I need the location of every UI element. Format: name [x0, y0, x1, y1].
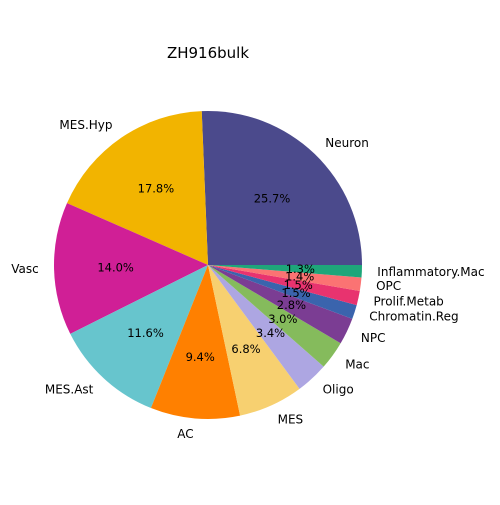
slice-percent-chromatin-reg: 1.5%: [281, 286, 310, 300]
pie-slices: [53, 111, 362, 419]
pie-slice-neuron: [201, 111, 362, 266]
slice-percent-mes-ast: 11.6%: [127, 326, 164, 340]
slice-percent-mac: 3.0%: [268, 312, 297, 326]
slice-label-mac: Mac: [345, 357, 369, 371]
pie-slice-inflammatory-mac: [208, 265, 362, 278]
slice-label-prolif-metab: Prolif.Metab: [374, 294, 444, 308]
slice-label-npc: NPC: [361, 331, 386, 345]
pie-slice-opc: [208, 265, 362, 291]
pie-outer-labels: Neuron MES.Hyp Vasc MES.Ast AC MES Oligo Mac NPC…: [11, 118, 484, 441]
pie-slice-oligo: [208, 265, 324, 389]
slice-label-vasc: Vasc: [11, 262, 38, 276]
pie-slice-prolif-metab: [208, 265, 360, 306]
slice-label-chromatin-reg: Chromatin.Reg: [369, 310, 458, 324]
pie-slice-ac: [150, 265, 241, 419]
pie-slice-mes-hyp: [67, 111, 208, 265]
slice-percent-prolif-metab: 1.5%: [284, 278, 313, 292]
slice-label-opc: OPC: [376, 279, 401, 293]
pie-slice-mes-ast: [70, 265, 208, 409]
slice-label-neuron: Neuron: [325, 136, 369, 150]
slice-percent-neuron: 25.7%: [254, 191, 291, 205]
slice-percent-vasc: 14.0%: [97, 260, 134, 274]
pie-slice-npc: [208, 265, 353, 344]
slice-percent-npc: 2.8%: [277, 298, 306, 312]
slice-label-mes: MES: [278, 413, 304, 427]
slice-label-inflammatory-mac: Inflammatory.Mac: [377, 265, 484, 279]
slice-percent-ac: 9.4%: [186, 350, 215, 364]
chart-title: ZH916bulk: [167, 44, 249, 62]
slice-percent-mes-hyp: 17.8%: [138, 182, 175, 196]
pie-slice-vasc: [53, 203, 208, 334]
slice-label-oligo: Oligo: [323, 383, 354, 397]
slice-percent-inflammatory-mac: 1.3%: [286, 262, 315, 276]
pie-percent-labels: 25.7% 17.8% 14.0% 11.6% 9.4% 6.8% 3.4%3.0%2.8%…: [97, 182, 315, 364]
slice-percent-mes: 6.8%: [231, 342, 260, 356]
slice-percent-opc: 1.4%: [285, 270, 314, 284]
slice-label-ac: AC: [177, 427, 193, 441]
slice-label-mes-hyp: MES.Hyp: [59, 118, 112, 132]
pie-slice-mac: [208, 265, 341, 367]
slice-percent-oligo: 3.4%: [256, 326, 285, 340]
slice-label-mes-ast: MES.Ast: [45, 383, 94, 397]
pie-slice-mes: [208, 265, 300, 416]
pie-slice-chromatin-reg: [208, 265, 357, 319]
